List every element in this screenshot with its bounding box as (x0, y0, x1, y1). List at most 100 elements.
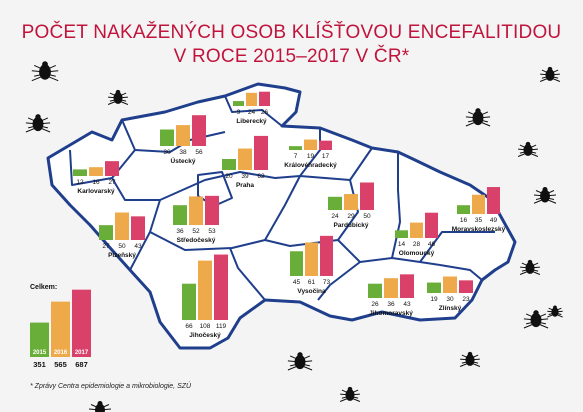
bar-pardubicky-2017 (360, 182, 374, 210)
value-label-vysocina-2016: 61 (308, 279, 316, 286)
value-label-jihomoravsky-2015: 26 (371, 301, 379, 308)
region-name-ustecky: Ústecký (171, 156, 196, 165)
value-label-vysocina-2015: 45 (293, 279, 301, 286)
tick-bug-0 (31, 61, 59, 82)
value-label-praha-2016: 39 (241, 173, 249, 180)
value-label-pardubicky-2016: 29 (347, 213, 355, 220)
region-name-praha: Praha (236, 182, 254, 189)
region-vysocina: 45 61 73 Vysočina (290, 235, 333, 295)
region-moravskoslezsky: 16 35 49 Moravskoslezský (452, 187, 506, 233)
region-border-1 (224, 95, 283, 127)
value-label-moravskoslezsky-2015: 16 (460, 217, 468, 224)
value-label-jihocesky-2016: 108 (200, 323, 211, 330)
total-chart: Celkem: 2015 351 2016 565 2017 687 (30, 284, 91, 369)
footnote: * Zprávy Centra epidemiologie a mikrobio… (30, 383, 192, 390)
bar-vysocina-2015 (290, 251, 303, 276)
region-jihomoravsky: 26 36 43 Jihomoravský (368, 274, 414, 317)
bar-jihocesky-2017 (214, 254, 228, 320)
region-kralovehradecky: 7 19 17 Královéhradecký (284, 139, 337, 169)
bar-kralovehradecky-2017 (319, 140, 332, 150)
bar-plzensky-2017 (131, 216, 145, 240)
tick-bug-13 (88, 401, 112, 412)
bar-jihocesky-2015 (182, 283, 196, 320)
bar-praha-2016 (238, 148, 252, 170)
tick-bug-4 (465, 108, 491, 127)
bar-olomoucky-2016 (410, 222, 423, 238)
region-name-karlovarsky: Karlovarský (77, 188, 115, 195)
value-label-karlovarsky-2015: 12 (76, 179, 84, 186)
bar-ustecky-2015 (160, 129, 174, 146)
region-name-plzensky: Plzeňský (108, 252, 136, 259)
bar-liberecky-2015 (233, 101, 244, 106)
region-name-vysocina: Vysočina (297, 288, 326, 295)
bar-pardubicky-2015 (328, 196, 342, 210)
value-label-liberecky-2017: 26 (261, 109, 269, 116)
total-bar-2017 (72, 289, 91, 357)
chart-title-line-1: POČET NAKAŽENÝCH OSOB KLÍŠŤOVOU ENCEFALI… (21, 22, 562, 43)
total-year-label-2016: 2016 (54, 350, 68, 356)
bar-kralovehradecky-2016 (304, 139, 317, 150)
total-bar-2015 (30, 322, 49, 357)
value-label-pardubicky-2015: 24 (331, 213, 339, 220)
total-bar-2016 (51, 301, 70, 357)
region-stredocesky: 36 52 53 Středočeský (173, 195, 219, 244)
region-name-liberecky: Liberecký (236, 118, 267, 125)
bar-zlinsky-2015 (427, 282, 441, 293)
bar-praha-2017 (254, 135, 268, 170)
value-label-jihocesky-2015: 66 (185, 323, 193, 330)
value-label-karlovarsky-2017: 27 (108, 179, 116, 186)
bar-jihocesky-2016 (198, 260, 212, 320)
region-name-jihocesky: Jihočeský (189, 332, 221, 339)
bar-stredocesky-2015 (173, 205, 187, 225)
bar-ustecky-2017 (192, 115, 206, 146)
value-label-kralovehradecky-2016: 19 (307, 153, 315, 160)
total-value-2015: 351 (33, 360, 46, 369)
value-label-zlinsky-2016: 30 (446, 296, 454, 303)
value-label-moravskoslezsky-2016: 35 (475, 217, 483, 224)
value-label-olomoucky-2017: 46 (428, 241, 436, 248)
total-value-2016: 565 (54, 360, 67, 369)
region-border-7 (149, 231, 266, 251)
total-label: Celkem: (30, 284, 57, 291)
tick-decorations (25, 61, 563, 412)
tick-bug-8 (547, 305, 563, 318)
bar-stredocesky-2016 (189, 196, 203, 225)
bar-ustecky-2016 (176, 125, 190, 146)
value-label-zlinsky-2017: 23 (462, 296, 470, 303)
value-label-plzensky-2015: 27 (102, 243, 110, 250)
tick-bug-6 (533, 187, 557, 204)
tick-bug-5 (517, 141, 539, 157)
region-name-olomoucky: Olomoucký (399, 250, 435, 257)
value-label-praha-2017: 62 (257, 173, 265, 180)
region-border-14 (359, 257, 441, 266)
tick-bug-11 (287, 352, 313, 371)
region-border-13 (317, 261, 361, 301)
value-label-kralovehradecky-2017: 17 (322, 153, 330, 160)
value-label-vysocina-2017: 73 (323, 279, 331, 286)
value-label-ustecky-2016: 38 (179, 149, 187, 156)
bar-jihomoravsky-2016 (384, 278, 398, 298)
value-label-jihomoravsky-2016: 36 (387, 301, 395, 308)
total-year-label-2015: 2015 (33, 350, 47, 356)
region-border-10 (337, 179, 359, 241)
bar-olomoucky-2017 (425, 212, 438, 238)
bar-karlovarsky-2016 (89, 167, 103, 176)
region-border-2 (69, 149, 136, 186)
value-label-plzensky-2017: 43 (134, 243, 142, 250)
bar-praha-2015 (222, 159, 236, 170)
value-label-stredocesky-2017: 53 (208, 228, 216, 235)
bar-olomoucky-2015 (395, 230, 408, 238)
bar-moravskoslezsky-2015 (457, 205, 470, 214)
region-liberecky: 9 24 26 Liberecký (233, 91, 270, 125)
value-label-liberecky-2015: 9 (237, 109, 241, 116)
bar-plzensky-2016 (115, 212, 129, 240)
tick-bug-12 (339, 386, 361, 402)
value-label-moravskoslezsky-2017: 49 (490, 217, 498, 224)
value-label-pardubicky-2017: 50 (363, 213, 371, 220)
region-name-kralovehradecky: Královéhradecký (284, 162, 337, 169)
region-jihocesky: 66 108 119 Jihočeský (182, 254, 228, 339)
